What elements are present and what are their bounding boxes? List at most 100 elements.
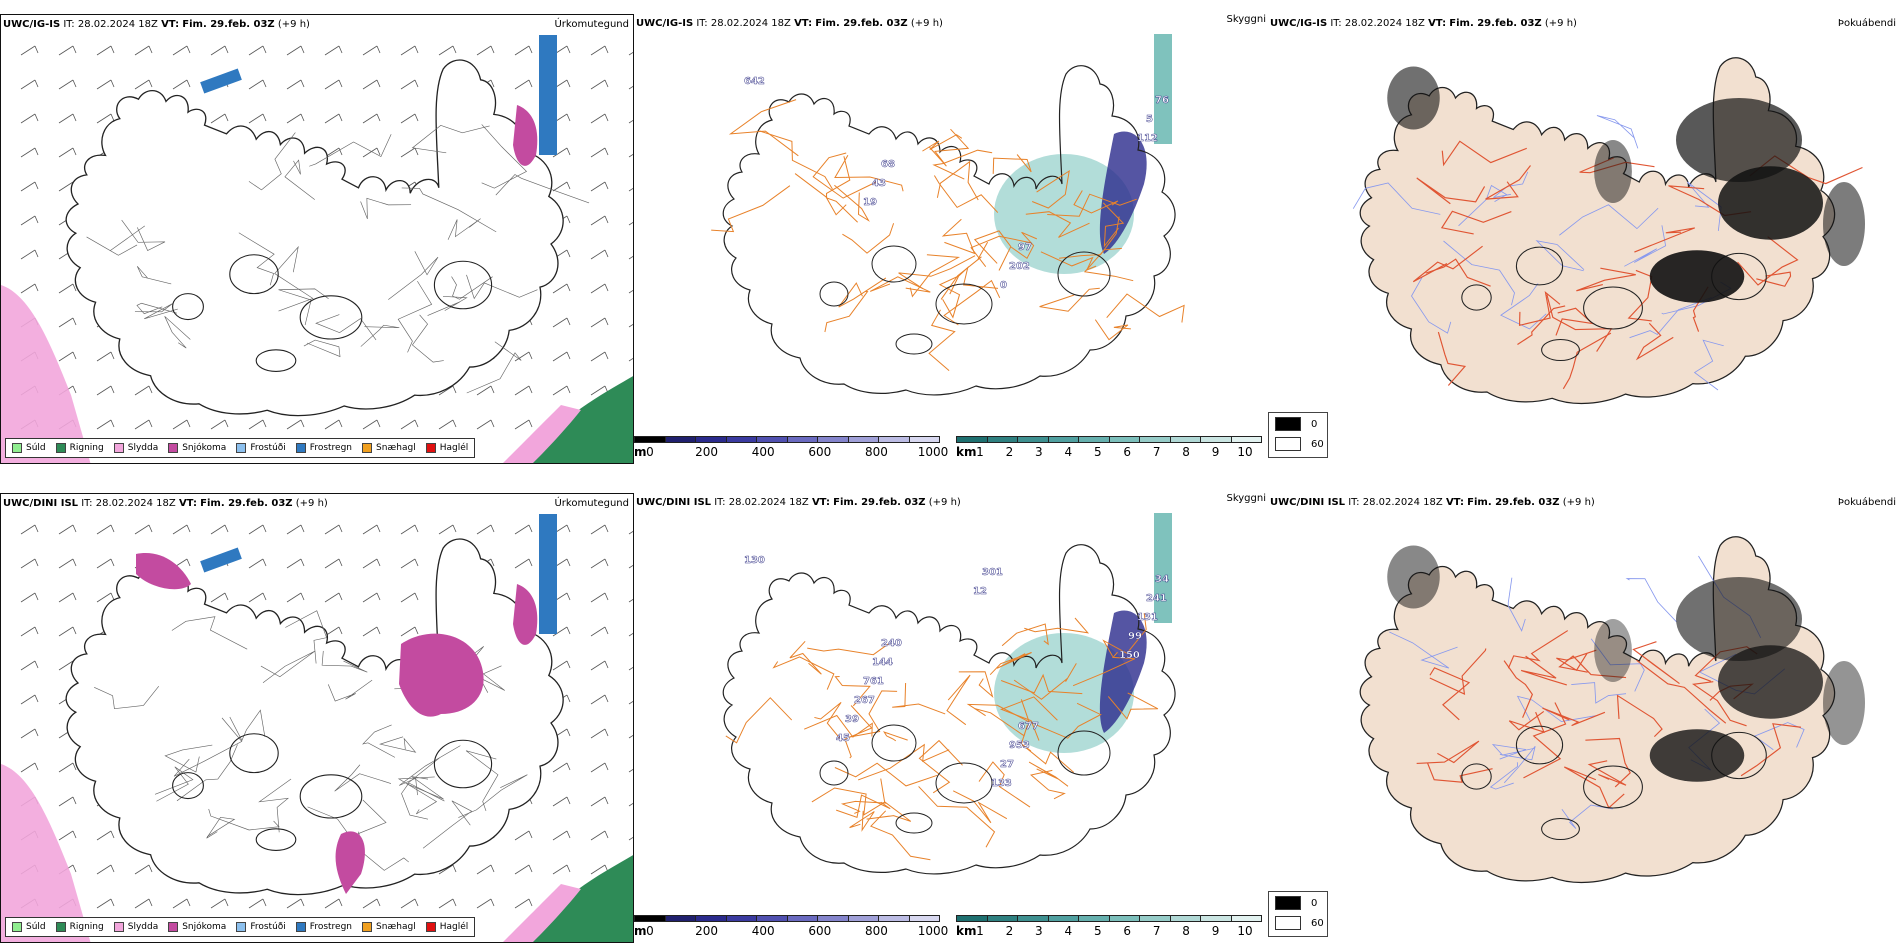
map-line [397, 280, 433, 353]
precip-panel-bottom: UWC/DINI ISL IT: 28.02.2024 18Z VT: Fim.… [0, 493, 634, 943]
precip-legend-item: Frostregn [295, 922, 352, 932]
wind-barb-flag [490, 45, 495, 54]
wind-barb [20, 249, 36, 260]
wind-barb [58, 147, 74, 158]
wind-barb-flag [34, 79, 39, 88]
map-line [814, 702, 842, 740]
map-line [258, 778, 292, 833]
wind-barb [438, 524, 454, 535]
glacier-outline [1583, 765, 1643, 809]
map-line [1416, 740, 1480, 765]
wind-barb-flag [72, 283, 77, 292]
glacier-outline [229, 254, 279, 295]
visibility-value-label: 130 [744, 555, 765, 566]
wind-barb-flag [338, 419, 343, 428]
colorbar-segment [1200, 436, 1232, 443]
wind-barb-flag [604, 249, 609, 258]
wind-barb-flag [452, 864, 457, 873]
wind-barb [400, 419, 416, 430]
panel-title: Þokuábendi [1837, 497, 1896, 508]
wind-barb [20, 728, 36, 739]
fog-legend-label: 60 [1311, 438, 1324, 450]
colorbar-tick-label: 1 [976, 445, 984, 459]
panel-title: Úrkomutegund [554, 19, 629, 30]
map-line [388, 251, 439, 300]
panel-header: UWC/DINI ISL IT: 28.02.2024 18Z VT: Fim.… [3, 498, 328, 509]
legend-label: Slydda [127, 922, 159, 932]
wind-barb-flag [34, 524, 39, 533]
map-line [836, 794, 891, 818]
wind-barb [438, 419, 454, 430]
visibility-value-label: 76 [1155, 95, 1169, 106]
map-line [1102, 202, 1125, 248]
glacier-outline [1541, 338, 1580, 362]
freezing-rain-area [200, 68, 242, 94]
iceland-group [1352, 57, 1865, 405]
wind-barb [628, 51, 633, 56]
wind-barb [58, 796, 74, 807]
map-line [1542, 707, 1606, 727]
wind-barb-flag [414, 113, 419, 122]
map-line [399, 745, 461, 796]
wind-barb-flag [338, 898, 343, 907]
wind-barb [438, 45, 454, 56]
wind-barb [590, 796, 606, 807]
wind-barb [552, 351, 568, 362]
wind-barb [628, 802, 633, 807]
colorbar-tick-label: 10 [1237, 445, 1253, 459]
map-line [973, 230, 1012, 271]
colorbar-segment [695, 436, 727, 443]
glacier-outline [433, 260, 493, 310]
wind-barb [58, 283, 74, 294]
wind-barb [362, 898, 378, 909]
precip-panel-top: UWC/IG-IS IT: 28.02.2024 18Z VT: Fim. 29… [0, 14, 634, 464]
map-line [1001, 623, 1049, 647]
wind-barb [552, 864, 568, 875]
wind-barb [514, 385, 530, 396]
wind-barb-flag [262, 45, 267, 54]
map-line [303, 339, 341, 358]
wind-barb-flag [604, 317, 609, 326]
wind-barb [362, 524, 378, 535]
wind-barb [362, 79, 378, 90]
wind-barb [96, 113, 112, 124]
map-line [208, 808, 280, 831]
wind-barb [248, 524, 264, 535]
map-line [1507, 577, 1526, 632]
legend-label: Frostúði [250, 922, 286, 932]
wind-barb-flag [604, 728, 609, 737]
wind-barb-flag [300, 524, 305, 533]
wind-barb-flag [566, 249, 571, 258]
map-line [846, 690, 898, 738]
wind-barb-flag [110, 79, 115, 88]
wind-barb [210, 524, 226, 535]
panel-title: Úrkomutegund [554, 498, 629, 509]
wind-barb [248, 79, 264, 90]
wind-barb-flag [34, 147, 39, 156]
wind-barb [134, 898, 150, 909]
wind-barb [590, 215, 606, 226]
wind-barb [286, 45, 302, 56]
colorbar-segment [725, 915, 757, 922]
wind-barb [438, 898, 454, 909]
wind-barb-flag [604, 524, 609, 533]
map-line [466, 341, 522, 394]
wind-barb-flag [566, 626, 571, 635]
wind-barb [552, 385, 568, 396]
wind-barb-flag [262, 79, 267, 88]
wind-barb [590, 694, 606, 705]
colorbar-tick-label: 4 [1064, 445, 1073, 459]
wind-barb-flag [604, 113, 609, 122]
wind-barb [134, 79, 150, 90]
wind-barb [552, 626, 568, 637]
wind-barb [400, 79, 416, 90]
map-line [866, 778, 912, 822]
visibility-value-label: 267 [854, 695, 875, 706]
map-line [932, 149, 993, 180]
map-line [844, 705, 873, 759]
glacier-outline [1461, 763, 1492, 790]
wind-barb [362, 113, 378, 124]
wind-barb [286, 419, 302, 430]
fog-legend: 0 60 [1268, 412, 1328, 458]
visibility-value-label: 34 [1155, 574, 1169, 585]
